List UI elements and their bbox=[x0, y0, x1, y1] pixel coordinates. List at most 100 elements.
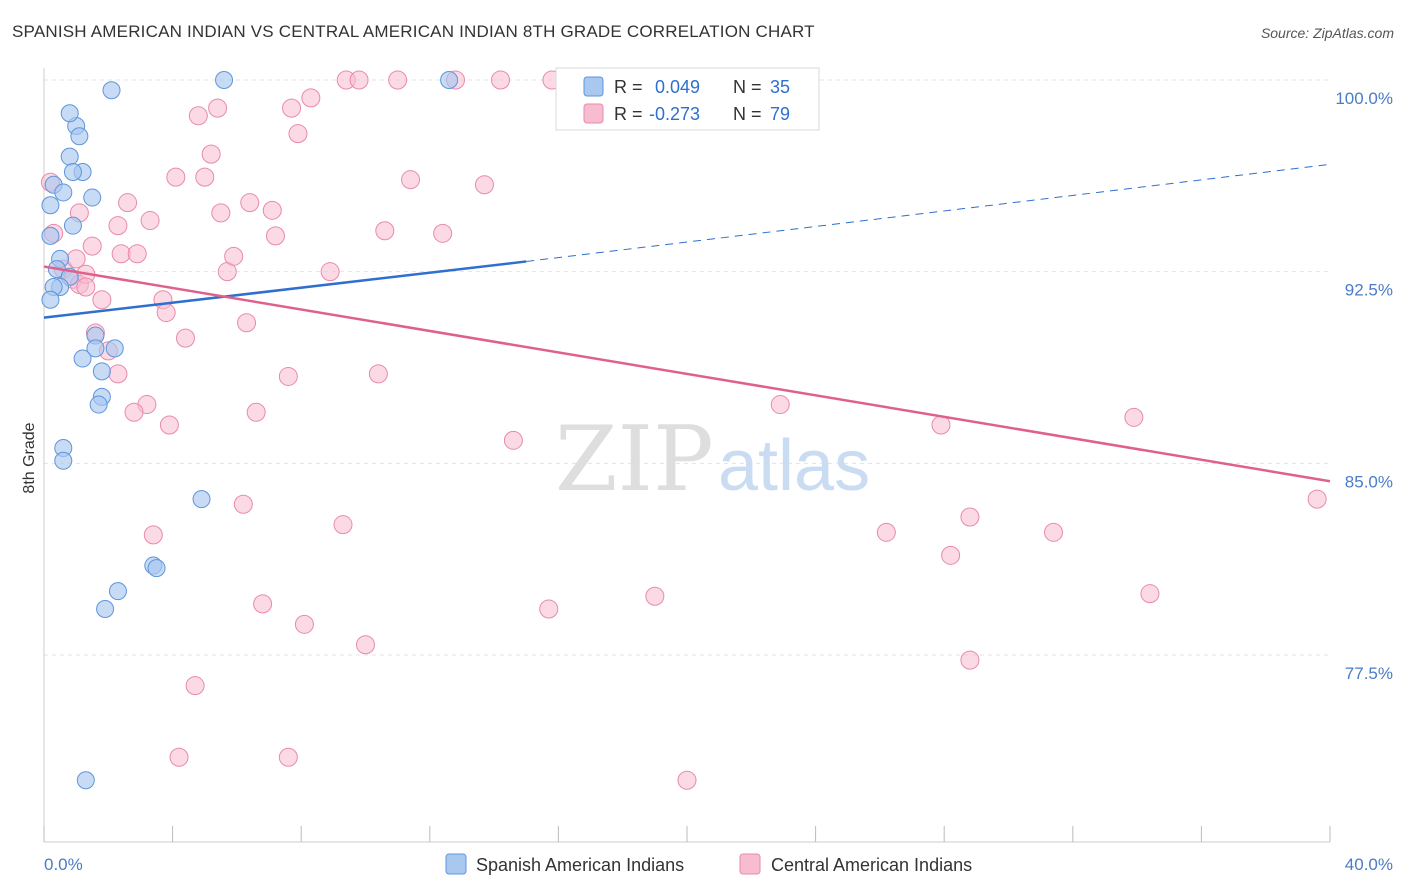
pink-point-58 bbox=[1124, 407, 1144, 427]
legend-r-label-1: R = bbox=[614, 77, 643, 97]
pink-point-72 bbox=[1140, 584, 1160, 604]
legend-r-label-2: R = bbox=[614, 104, 643, 124]
blue-point-19 bbox=[215, 71, 234, 89]
pink-point-69 bbox=[356, 635, 375, 655]
pink-point-7 bbox=[82, 236, 102, 256]
pink-point-61 bbox=[333, 515, 353, 535]
series-central-american-indians bbox=[40, 70, 1327, 790]
pink-point-73 bbox=[960, 650, 980, 670]
axes bbox=[43, 68, 1331, 843]
pink-point-6 bbox=[66, 249, 86, 269]
pink-point-40 bbox=[76, 277, 96, 297]
blue-point-10 bbox=[41, 290, 60, 309]
legend-r-value-1: 0.049 bbox=[655, 77, 700, 97]
trend-line-blue-extension bbox=[526, 163, 1331, 262]
blue-point-16 bbox=[63, 163, 82, 181]
pink-point-21 bbox=[265, 226, 285, 246]
pink-point-60 bbox=[143, 525, 163, 545]
pink-point-16 bbox=[188, 106, 208, 126]
pink-point-41 bbox=[92, 290, 112, 310]
pink-point-49 bbox=[278, 366, 298, 386]
pink-point-59 bbox=[233, 494, 253, 514]
watermark-atlas: atlas bbox=[718, 426, 870, 506]
y-tick-label-1: 85.0% bbox=[1345, 472, 1393, 491]
pink-point-36 bbox=[401, 170, 421, 190]
pink-point-65 bbox=[1307, 489, 1327, 509]
pink-point-55 bbox=[503, 430, 523, 450]
pink-point-56 bbox=[770, 395, 790, 415]
blue-point-11 bbox=[60, 147, 79, 166]
pink-point-19 bbox=[240, 193, 260, 213]
blue-point-17 bbox=[83, 188, 102, 207]
pink-point-38 bbox=[375, 221, 395, 241]
blue-point-23 bbox=[105, 339, 124, 358]
pink-point-45 bbox=[237, 313, 257, 333]
pink-point-24 bbox=[320, 262, 340, 282]
blue-point-29 bbox=[54, 451, 73, 470]
pink-point-77 bbox=[677, 770, 697, 790]
legend-n-label-1: N = bbox=[733, 77, 762, 97]
blue-point-18 bbox=[102, 81, 121, 100]
series-spanish-american-indians bbox=[41, 71, 459, 790]
pink-point-57 bbox=[931, 415, 951, 435]
series-legend-swatch-pink bbox=[739, 853, 761, 875]
pink-point-39 bbox=[433, 223, 453, 243]
pink-point-13 bbox=[166, 167, 186, 187]
blue-point-24 bbox=[73, 349, 92, 368]
series-legend-label-pink: Central American Indians bbox=[771, 855, 972, 875]
pink-point-67 bbox=[253, 594, 273, 614]
watermark-zip: ZIP bbox=[555, 407, 714, 512]
pink-point-15 bbox=[201, 144, 221, 164]
blue-point-22 bbox=[86, 339, 105, 358]
blue-point-33 bbox=[108, 582, 127, 601]
series-legend-label-blue: Spanish American Indians bbox=[476, 855, 684, 875]
blue-point-25 bbox=[92, 362, 111, 381]
y-tick-label-3: 100.0% bbox=[1335, 89, 1393, 108]
tick-labels: 77.5% 85.0% 92.5% 100.0% 0.0% 40.0% bbox=[44, 89, 1393, 874]
blue-point-30 bbox=[192, 490, 211, 509]
blue-point-1 bbox=[54, 183, 73, 202]
blue-point-14 bbox=[60, 104, 79, 123]
pink-point-43 bbox=[156, 303, 176, 323]
series-legend-swatch-blue bbox=[445, 853, 467, 875]
pink-point-63 bbox=[960, 507, 980, 527]
pink-point-17 bbox=[208, 98, 228, 118]
pink-point-20 bbox=[262, 200, 282, 220]
grid-lines bbox=[44, 79, 1330, 656]
pink-point-64 bbox=[1044, 522, 1064, 542]
pink-point-34 bbox=[288, 124, 308, 144]
pink-point-52 bbox=[124, 402, 144, 422]
blue-point-34 bbox=[96, 600, 115, 618]
pink-point-11 bbox=[140, 211, 160, 231]
blue-point-4 bbox=[41, 226, 60, 245]
stats-legend: R = 0.049 N = 35 R = -0.273 N = 79 bbox=[555, 67, 820, 131]
pink-point-75 bbox=[169, 747, 189, 767]
blue-point-27 bbox=[89, 395, 108, 414]
series-legend: Spanish American Indians Central America… bbox=[445, 853, 972, 875]
pink-point-35 bbox=[301, 88, 321, 108]
legend-swatch-blue bbox=[583, 76, 604, 97]
pink-point-62 bbox=[876, 522, 896, 542]
source-label: Source: ZipAtlas.com bbox=[1260, 25, 1394, 41]
pink-point-70 bbox=[539, 599, 559, 619]
pink-point-48 bbox=[108, 364, 128, 384]
legend-r-value-2: -0.273 bbox=[649, 104, 700, 124]
pink-point-27 bbox=[388, 70, 408, 90]
blue-point-2 bbox=[41, 196, 60, 215]
pink-point-54 bbox=[159, 415, 179, 435]
x-tick-label-1: 40.0% bbox=[1345, 855, 1393, 874]
pink-point-14 bbox=[195, 167, 215, 187]
watermark: ZIP atlas bbox=[555, 407, 870, 512]
pink-point-33 bbox=[282, 98, 302, 118]
pink-point-29 bbox=[491, 70, 511, 90]
legend-n-label-2: N = bbox=[733, 104, 762, 124]
pink-point-44 bbox=[175, 328, 195, 348]
pink-point-66 bbox=[941, 545, 961, 565]
y-tick-label-0: 77.5% bbox=[1345, 664, 1393, 683]
pink-point-76 bbox=[278, 747, 298, 767]
pink-point-50 bbox=[368, 364, 388, 384]
pink-point-71 bbox=[645, 586, 665, 606]
pink-point-10 bbox=[108, 216, 128, 236]
pink-point-74 bbox=[185, 676, 205, 696]
trend-line-pink bbox=[43, 265, 1331, 483]
